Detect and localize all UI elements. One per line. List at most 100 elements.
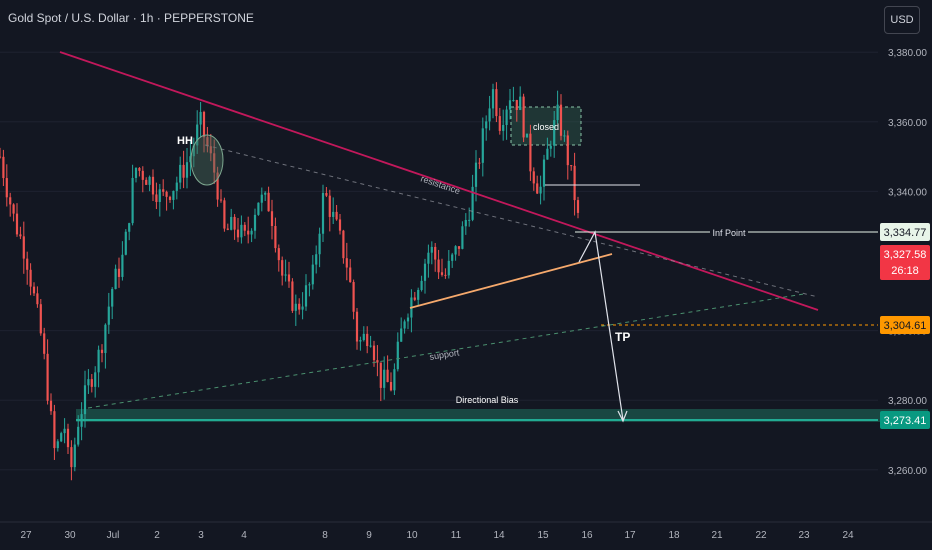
candle-body [542,159,546,187]
candle-body [355,311,359,342]
inf-point-badge[interactable] [880,223,930,241]
candle-body [576,200,580,213]
candle-body [315,254,318,265]
time-tick-label: 8 [322,530,328,541]
candle-body [206,137,209,147]
candle-body [111,289,114,307]
hh-label: HH [177,135,193,147]
candle-body [369,345,372,347]
candle-body [213,153,216,173]
candle-body [151,176,155,195]
candle-body [573,165,576,201]
closed-label: closed [533,122,559,132]
candle-body [162,189,165,192]
time-tick-label: 16 [581,530,593,541]
candle-body [440,272,444,275]
candle-body [454,246,457,255]
candle-body [311,264,314,285]
candle-body [403,321,406,329]
price-tick-label: 3,260.00 [888,466,927,477]
candle-body [386,369,389,383]
hh-ellipse[interactable] [190,134,224,186]
candle-body [253,214,257,231]
price-tick-label: 3,380.00 [888,48,927,59]
resistance-line[interactable] [59,51,819,311]
candle-body [474,162,478,187]
time-axis[interactable]: 27 30 Jul 2 3 4 8 9 10 11 14 15 16 17 18 21 22 23 24 [0,521,932,541]
candle-body [97,349,100,373]
candle-body [202,111,206,138]
tp-level-badge[interactable] [880,316,930,334]
candle-body [559,104,563,136]
candle-body [2,156,5,179]
candle-body [563,135,566,137]
candle-body [247,230,250,235]
rising-trendline[interactable] [409,253,613,309]
candle-body [396,341,399,370]
candle-body [107,306,110,325]
candle-body [226,228,229,230]
forecast-path[interactable] [578,230,624,421]
support-line[interactable] [87,293,805,409]
candle-body [179,164,182,183]
currency-button[interactable]: USD [884,6,920,34]
candle-body [77,426,80,445]
candle-body [366,333,369,347]
candle-body [192,145,195,157]
candle-body [318,233,321,255]
candle-body [461,226,464,249]
candle-body [332,211,335,217]
time-tick-label: 30 [64,530,76,541]
directional-bias-badge[interactable] [880,411,930,429]
candle-body [36,293,39,305]
candle-body [104,324,107,354]
candle-body [240,224,243,238]
candle-body [0,156,2,158]
candle-body [522,96,525,138]
candle-body [284,274,287,276]
candle-body [189,156,192,163]
last-price: 3,327.58 [884,249,927,261]
time-tick-label: 22 [755,530,767,541]
directional-bias-zone [76,409,928,422]
candle-body [345,258,348,268]
candle-body [236,229,240,238]
candle-body [287,274,291,282]
candle-body [196,124,199,146]
candle-body [264,192,267,195]
candle-body [464,220,467,227]
time-tick-label: 23 [798,530,810,541]
price-tick-label: 3,340.00 [888,187,927,198]
candle-body [553,120,556,146]
candle-body [308,284,311,286]
candle-body [393,369,396,391]
candle-body [301,306,304,310]
candle-body [15,213,19,235]
candle-body [525,133,529,138]
candle-body [87,379,90,386]
price-badges: 3,334.77 3,327.58 26:18 3,304.61 3,273.4… [880,223,930,429]
candle-body [60,433,63,442]
candle-body [216,172,219,200]
candle-body [532,171,535,184]
candle-body [83,385,87,415]
candle-body [485,121,488,129]
candle-body [168,196,172,200]
time-tick-label: 15 [537,530,549,541]
candle-body [128,223,131,232]
time-tick-label: 18 [668,530,680,541]
candle-body [219,199,223,201]
candle-body [451,254,454,261]
candle-body [478,162,481,164]
time-tick-label: 21 [711,530,723,541]
last-price-badge[interactable] [880,245,930,280]
candle-body [546,148,549,160]
candle-body [175,182,178,191]
candle-body [570,165,573,167]
inf-point-label: Inf Point [712,228,746,238]
dashed-resistance-line[interactable] [204,144,819,298]
candle-body [100,349,104,354]
inf-point-price: 3,334.77 [884,227,927,239]
